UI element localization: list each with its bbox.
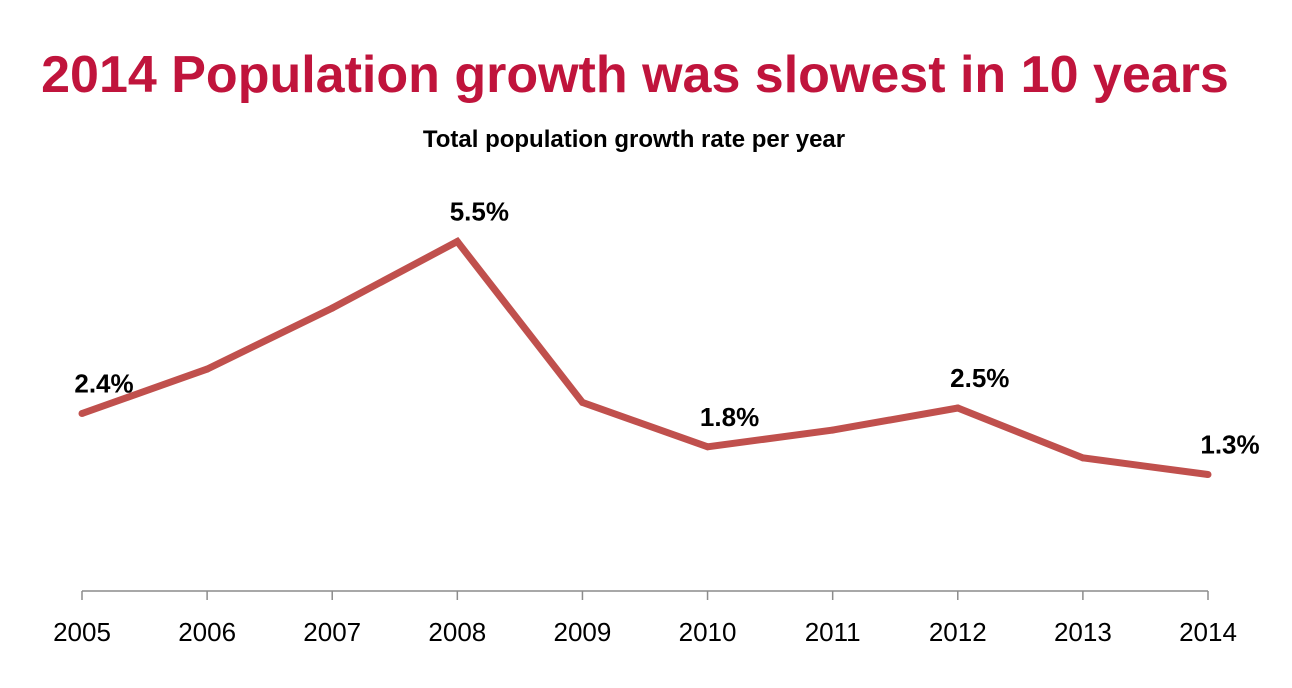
data-label: 1.3%	[1200, 430, 1259, 460]
data-label: 5.5%	[450, 197, 509, 227]
data-point	[954, 404, 962, 412]
x-tick-label: 2006	[178, 617, 236, 647]
data-label: 2.4%	[74, 369, 133, 399]
series-layer	[78, 237, 1212, 479]
data-point	[1204, 471, 1212, 479]
x-tick-label: 2014	[1179, 617, 1237, 647]
x-axis: 2005 2006 2007 2008 2009 2010 2011 2012 2013 2014	[53, 590, 1237, 647]
x-tick-label: 2007	[303, 617, 361, 647]
x-tick-label: 2011	[805, 617, 861, 647]
data-point	[704, 443, 712, 451]
x-tick-label: 2008	[428, 617, 486, 647]
x-tick-label: 2009	[554, 617, 612, 647]
chart-title: 2014 Population growth was slowest in 10…	[41, 46, 1229, 104]
data-label-layer: 2.4% 5.5% 1.8% 2.5% 1.3%	[74, 197, 1259, 460]
x-tick-label: 2010	[679, 617, 737, 647]
x-tick-label: 2013	[1054, 617, 1112, 647]
data-point	[1079, 454, 1087, 462]
data-point	[578, 398, 586, 406]
data-label: 1.8%	[700, 402, 759, 432]
chart-subtitle: Total population growth rate per year	[422, 126, 846, 153]
data-point	[328, 304, 336, 312]
x-tick-label: 2005	[53, 617, 111, 647]
data-point	[203, 365, 211, 373]
data-point	[78, 410, 86, 417]
series-line	[80, 237, 1209, 478]
x-tick-label: 2012	[929, 617, 987, 647]
data-point	[829, 426, 837, 434]
data-label: 2.5%	[950, 363, 1009, 393]
data-point	[453, 238, 461, 246]
